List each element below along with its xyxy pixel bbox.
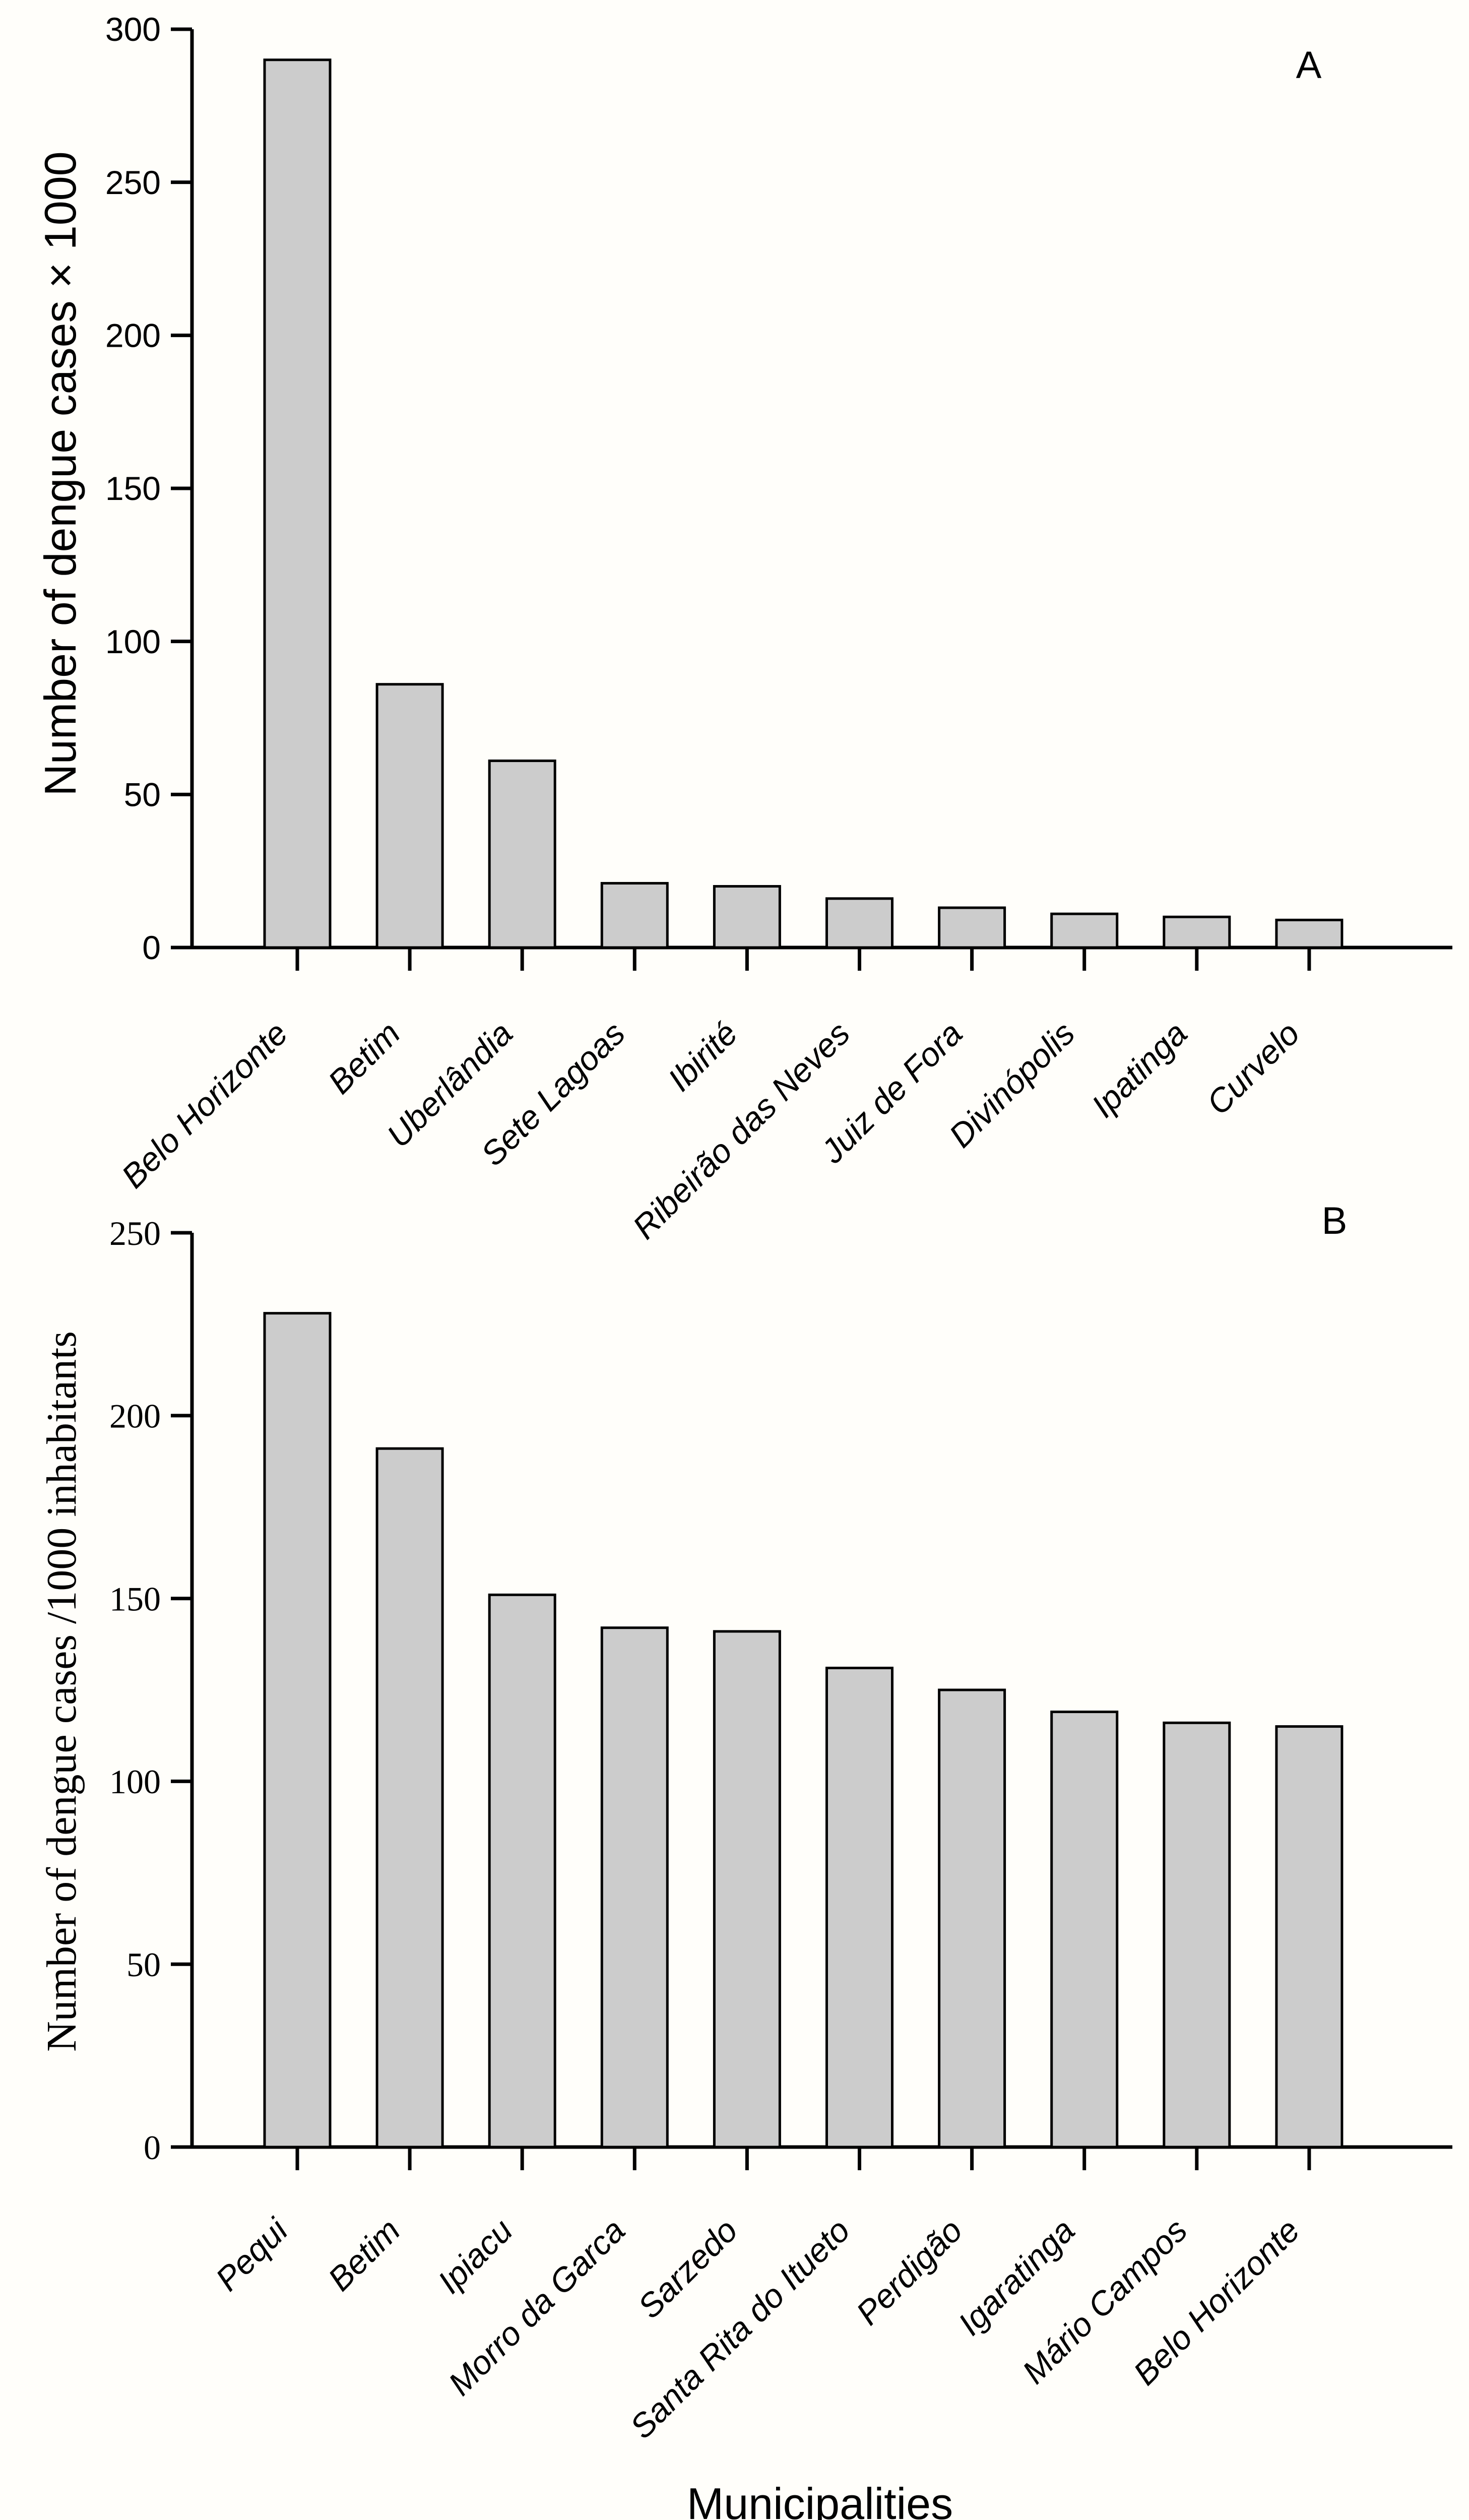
y-tick-label-250: 250	[109, 1214, 161, 1252]
x-axis-title: Municipalities	[687, 2479, 953, 2520]
y-tick-label-50: 50	[126, 1945, 161, 1984]
y-tick-label-300: 300	[105, 11, 161, 48]
y-tick-label-50: 50	[124, 776, 161, 813]
bar-juiz-de-fora	[938, 906, 1006, 949]
x-category-label-ipatinga: Ipatinga	[1084, 1015, 1194, 1124]
bar-betim	[375, 1447, 444, 2149]
x-category-label-curvelo: Curvelo	[1199, 1015, 1307, 1122]
bar-curvelo	[1275, 918, 1344, 949]
bar-divinopolis	[1050, 912, 1119, 949]
bar-uberlandia	[488, 760, 556, 949]
bar-betim	[375, 683, 444, 949]
x-category-label-ipiacu: Ipiacu	[430, 2212, 520, 2301]
y-tick-label-200: 200	[109, 1397, 161, 1435]
bar-ipatinga	[1163, 915, 1231, 949]
x-category-label-belo-horizonte: Belo Horizonte	[114, 1015, 294, 1195]
y-tick-label-0: 0	[142, 929, 161, 966]
bar-morro-da-garca	[600, 1626, 669, 2149]
x-category-label-betim: Betim	[321, 1015, 407, 1101]
x-category-label-sarzedo: Sarzedo	[630, 2212, 744, 2325]
y-tick-label-150: 150	[105, 470, 161, 507]
bar-igaratinga	[1050, 1711, 1119, 2149]
y-tick-label-100: 100	[105, 623, 161, 660]
y-tick-label-200: 200	[105, 317, 161, 354]
bar-sete-lagoas	[600, 881, 669, 949]
bar-belo-horizonte	[263, 58, 332, 949]
x-category-label-ibirite: Ibirité	[661, 1015, 744, 1098]
bar-belo-horizonte	[1275, 1725, 1344, 2149]
y-tick-label-250: 250	[105, 164, 161, 201]
panel-a-label: A	[1296, 44, 1322, 87]
x-category-label-perdigao: Perdigão	[849, 2212, 969, 2332]
y-tick-label-150: 150	[109, 1580, 161, 1618]
y-tick-label-0: 0	[144, 2128, 161, 2167]
x-category-label-santa-rita-do-itueto: Santa Rita do Itueto	[623, 2212, 857, 2446]
bar-mario-campos	[1163, 1721, 1231, 2149]
panel-b-y-axis-title: Number of dengue cases /1000 inhabitants	[38, 1331, 85, 2052]
bar-perdigao	[938, 1688, 1006, 2149]
bar-pequi	[263, 1312, 332, 2149]
y-tick-label-100: 100	[109, 1762, 161, 1801]
bar-ribeirao-das-neves	[825, 897, 893, 949]
x-category-label-betim: Betim	[321, 2212, 407, 2298]
x-category-label-ribeirao-das-neves: Ribeirão das Neves	[625, 1015, 857, 1246]
bar-ibirite	[713, 885, 781, 949]
bar-ipiacu	[488, 1593, 556, 2149]
panel-a-y-axis-title: Number of dengue cases × 1000	[35, 151, 85, 796]
bar-sarzedo	[713, 1630, 781, 2149]
panel-b-label: B	[1322, 1200, 1348, 1242]
bar-santa-rita-do-itueto	[825, 1666, 893, 2149]
x-category-label-pequi: Pequi	[208, 2211, 295, 2298]
